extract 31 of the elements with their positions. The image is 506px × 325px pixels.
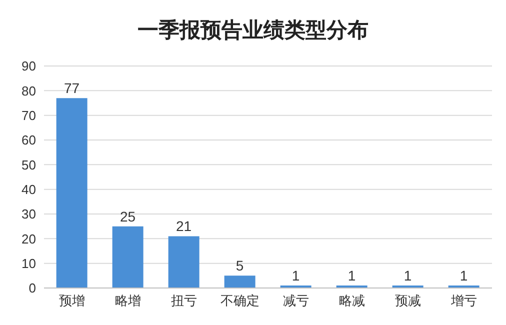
y-tick-label: 80 [22, 83, 36, 98]
x-tick-label: 略减 [339, 293, 365, 308]
data-label: 1 [460, 268, 468, 284]
y-tick-label: 60 [22, 132, 36, 148]
data-label: 5 [236, 258, 244, 274]
x-tick-label: 不确定 [220, 293, 260, 308]
data-label: 21 [176, 218, 192, 234]
y-tick-label: 70 [22, 108, 36, 123]
bar [168, 236, 200, 288]
data-label: 1 [348, 268, 356, 284]
data-label: 25 [120, 208, 136, 224]
data-label: 77 [64, 80, 80, 96]
x-tick-label: 略增 [115, 293, 141, 308]
y-tick-label: 20 [22, 231, 36, 246]
x-tick-label: 增亏 [450, 293, 477, 308]
y-tick-label: 40 [22, 182, 36, 197]
data-label: 1 [404, 268, 412, 284]
y-tick-label: 10 [22, 256, 36, 271]
bar [224, 276, 256, 288]
data-label: 1 [292, 268, 300, 284]
x-tick-label: 预增 [59, 293, 85, 308]
bar [112, 226, 144, 288]
x-tick-label: 减亏 [283, 293, 309, 308]
y-tick-label: 90 [22, 58, 36, 74]
x-tick-label: 扭亏 [171, 293, 197, 308]
y-tick-label: 50 [22, 157, 36, 172]
x-tick-label: 预减 [395, 293, 421, 308]
chart-title: 一季报预告业绩类型分布 [136, 18, 370, 44]
y-tick-label: 30 [22, 206, 36, 222]
y-tick-label: 0 [28, 280, 36, 296]
bar [56, 98, 88, 288]
